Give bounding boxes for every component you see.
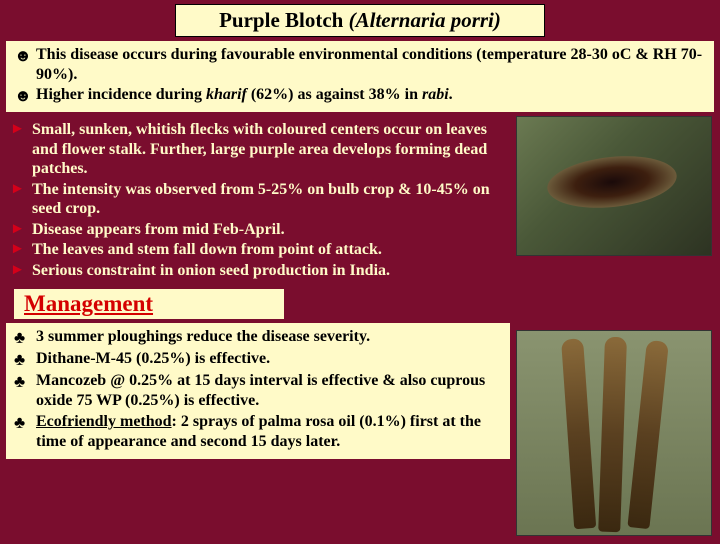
club-icon: ♣ [14,371,36,393]
cond-pre: Higher incidence during [36,86,206,103]
symptom-row: ► Disease appears from mid Feb-April. [10,220,506,240]
lesion-shape [545,150,680,213]
management-row: ♣ Mancozeb @ 0.25% at 15 days interval i… [14,371,502,412]
lesion-photo [516,116,712,256]
cond-mid: (62%) as against 38% in [247,86,422,103]
symptom-text: The intensity was observed from 5-25% on… [32,180,506,219]
club-icon: ♣ [14,327,36,349]
leaf-shape [627,340,669,529]
leaf-shape [598,337,627,533]
eco-label: Ecofriendly method [36,413,172,430]
condition-text: Higher incidence during kharif (62%) as … [36,85,453,105]
title-italic: (Alternaria porri) [349,8,501,32]
cond-it2: rabi [422,86,449,103]
title-box: Purple Blotch (Alternaria porri) [175,4,545,37]
triangle-icon: ► [10,261,32,279]
management-block: ♣ 3 summer ploughings reduce the disease… [6,323,510,458]
symptom-text: Serious constraint in onion seed product… [32,261,390,281]
condition-row: ☻ Higher incidence during kharif (62%) a… [14,85,706,106]
management-row: ♣ Dithane-M-45 (0.25%) is effective. [14,349,502,371]
leaves-photo [516,330,712,536]
title-plain: Purple Blotch [219,8,349,32]
management-text: Dithane-M-45 (0.25%) is effective. [36,349,270,369]
symptom-text: Small, sunken, whitish flecks with colou… [32,120,506,179]
symptom-text: The leaves and stem fall down from point… [32,240,382,260]
symptom-row: ► Small, sunken, whitish flecks with col… [10,120,506,179]
cond-it1: kharif [206,86,247,103]
triangle-icon: ► [10,240,32,258]
management-text: Mancozeb @ 0.25% at 15 days interval is … [36,371,502,412]
condition-row: ☻ This disease occurs during favourable … [14,45,706,85]
conditions-box: ☻ This disease occurs during favourable … [6,41,714,112]
symptom-row: ► Serious constraint in onion seed produ… [10,261,506,281]
leaf-shape [561,338,596,529]
management-text: Ecofriendly method: 2 sprays of palma ro… [36,412,502,453]
page-title: Purple Blotch (Alternaria porri) [219,8,501,32]
symptoms-block: ► Small, sunken, whitish flecks with col… [6,118,510,283]
management-text: 3 summer ploughings reduce the disease s… [36,327,370,347]
symptom-text: Disease appears from mid Feb-April. [32,220,285,240]
club-icon: ♣ [14,412,36,434]
triangle-icon: ► [10,220,32,238]
smiley-icon: ☻ [14,85,36,106]
triangle-icon: ► [10,180,32,198]
management-title-box: Management [14,289,284,319]
cond-post: . [449,86,453,103]
symptom-row: ► The intensity was observed from 5-25% … [10,180,506,219]
triangle-icon: ► [10,120,32,138]
club-icon: ♣ [14,349,36,371]
management-row: ♣ Ecofriendly method: 2 sprays of palma … [14,412,502,453]
symptom-row: ► The leaves and stem fall down from poi… [10,240,506,260]
smiley-icon: ☻ [14,45,36,66]
management-row: ♣ 3 summer ploughings reduce the disease… [14,327,502,349]
management-title: Management [24,291,153,316]
condition-text: This disease occurs during favourable en… [36,45,706,85]
